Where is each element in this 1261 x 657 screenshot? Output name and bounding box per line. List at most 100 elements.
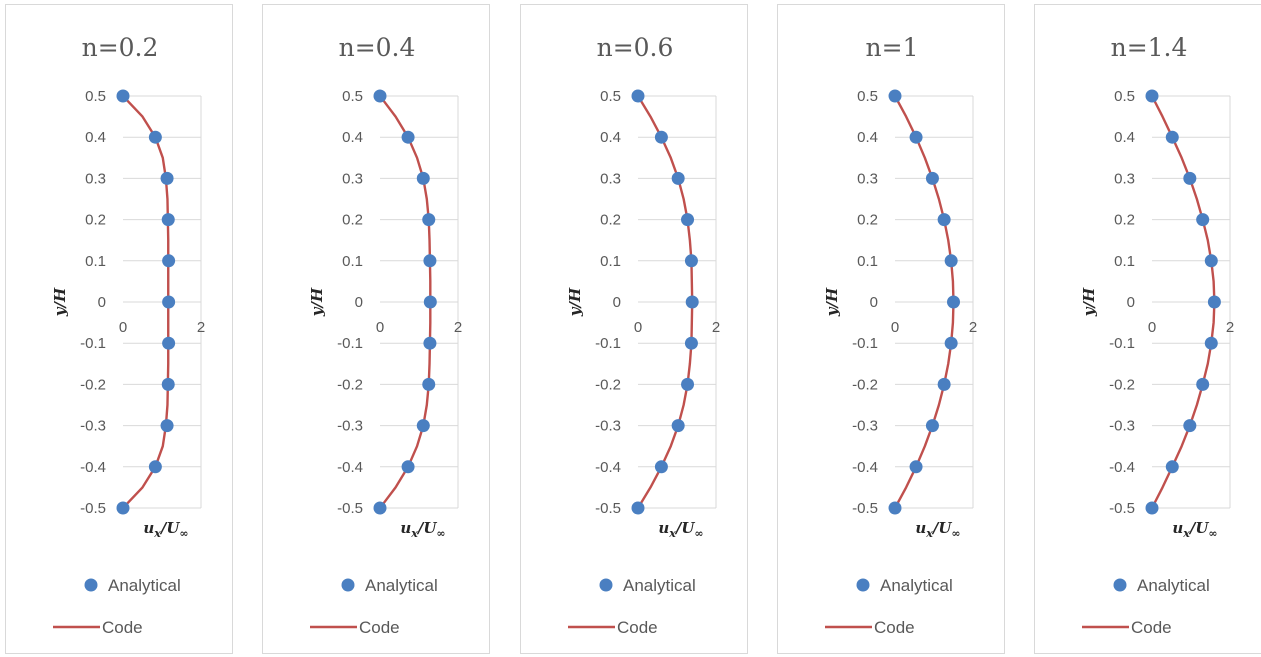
legend-code-label: Code — [874, 618, 915, 637]
chart-panel-5: n=1.4 0.5 0.4 0.3 0.2 0.1 0 -0.1 -0.2 -0.3 -0.4 -0.… — [1034, 4, 1261, 654]
analytical-point — [422, 213, 435, 226]
y-tick-label: -0.2 — [852, 376, 878, 393]
y-tick-label: -0.1 — [852, 335, 878, 352]
chart-svg: n=1 0.5 0.4 0.3 0.2 0.1 0 -0.1 -0.2 -0.3 -0.4 -0.5 0… — [778, 5, 1006, 655]
analytical-point — [417, 172, 430, 185]
analytical-point — [889, 90, 902, 103]
y-tick-label: -0.4 — [852, 459, 878, 476]
legend-analytical-marker — [857, 579, 870, 592]
y-tick-label: 0.3 — [85, 170, 106, 187]
analytical-point — [117, 502, 130, 515]
analytical-point — [162, 337, 175, 350]
chart-title: n=0.6 — [597, 33, 674, 62]
y-axis-title: y/H — [51, 287, 69, 317]
analytical-point — [685, 337, 698, 350]
y-tick-label: -0.1 — [1109, 335, 1135, 352]
x-tick-label: 0 — [634, 319, 642, 336]
chart-title: n=0.4 — [339, 33, 416, 62]
analytical-point — [926, 172, 939, 185]
y-tick-label: 0.5 — [342, 88, 363, 105]
y-tick-label: -0.5 — [595, 500, 621, 517]
analytical-point — [926, 419, 939, 432]
analytical-point — [632, 502, 645, 515]
y-tick-label: 0 — [355, 294, 363, 311]
analytical-point — [1208, 296, 1221, 309]
legend-code-label: Code — [102, 618, 143, 637]
y-tick-label: -0.4 — [80, 459, 106, 476]
y-tick-label: 0.4 — [857, 129, 878, 146]
y-tick-label: -0.1 — [80, 335, 106, 352]
y-tick-label: -0.5 — [80, 500, 106, 517]
y-tick-label: -0.4 — [1109, 459, 1135, 476]
analytical-point — [947, 296, 960, 309]
analytical-point — [655, 131, 668, 144]
chart-svg: n=0.2 0.5 0.4 0.3 0.2 0.1 0 -0.1 -0.2 -0.3 -0.4 -0.… — [6, 5, 234, 655]
y-tick-label: 0.1 — [857, 253, 878, 270]
legend-analytical-label: Analytical — [365, 576, 438, 595]
y-tick-label: -0.2 — [80, 376, 106, 393]
analytical-point — [162, 378, 175, 391]
analytical-point — [417, 419, 430, 432]
analytical-point — [402, 460, 415, 473]
analytical-point — [672, 419, 685, 432]
analytical-point — [1205, 254, 1218, 267]
y-tick-label: -0.4 — [337, 459, 363, 476]
x-tick-label: 0 — [376, 319, 384, 336]
chart-panel-3: n=0.6 0.5 0.4 0.3 0.2 0.1 0 -0.1 -0.2 -0.3 -0.4 -0.… — [520, 4, 748, 654]
y-tick-label: -0.3 — [80, 418, 106, 435]
y-tick-label: 0.4 — [85, 129, 106, 146]
y-tick-label: 0.5 — [85, 88, 106, 105]
analytical-point — [938, 378, 951, 391]
legend-code-label: Code — [1131, 618, 1172, 637]
analytical-point — [402, 131, 415, 144]
analytical-point — [655, 460, 668, 473]
analytical-point — [162, 254, 175, 267]
legend-analytical-marker — [342, 579, 355, 592]
chart-title: n=1 — [866, 33, 919, 62]
analytical-point — [161, 419, 174, 432]
analytical-point — [945, 337, 958, 350]
y-tick-label: 0.2 — [85, 212, 106, 229]
analytical-point — [1166, 131, 1179, 144]
y-tick-label: 0 — [1127, 294, 1135, 311]
x-tick-label: 2 — [712, 319, 720, 336]
analytical-point — [423, 337, 436, 350]
x-tick-label: 0 — [891, 319, 899, 336]
y-axis-title: y/H — [1080, 287, 1098, 317]
y-tick-label: 0.3 — [1114, 170, 1135, 187]
chart-title: n=0.2 — [82, 33, 159, 62]
analytical-point — [945, 254, 958, 267]
analytical-point — [681, 213, 694, 226]
chart-panel-1: n=0.2 0.5 0.4 0.3 0.2 0.1 0 -0.1 -0.2 -0.3 -0.4 -0.… — [5, 4, 233, 654]
analytical-point — [910, 460, 923, 473]
legend-code-label: Code — [617, 618, 658, 637]
analytical-point — [686, 296, 699, 309]
y-tick-label: 0.2 — [857, 212, 878, 229]
y-tick-label: -0.1 — [337, 335, 363, 352]
legend-analytical-label: Analytical — [1137, 576, 1210, 595]
x-tick-label: 2 — [454, 319, 462, 336]
legend-analytical-marker — [85, 579, 98, 592]
x-axis-title: ux/U∞ — [143, 519, 188, 540]
chart-svg: n=0.4 0.5 0.4 0.3 0.2 0.1 0 -0.1 -0.2 -0.3 -0.4 -0.… — [263, 5, 491, 655]
analytical-point — [1146, 502, 1159, 515]
analytical-point — [374, 90, 387, 103]
y-tick-label: 0.4 — [1114, 129, 1135, 146]
analytical-point — [681, 378, 694, 391]
y-tick-label: -0.5 — [1109, 500, 1135, 517]
x-axis-title: ux/U∞ — [1172, 519, 1217, 540]
y-tick-label: 0.5 — [857, 88, 878, 105]
y-tick-label: 0 — [613, 294, 621, 311]
analytical-point — [162, 296, 175, 309]
chart-panel-4: n=1 0.5 0.4 0.3 0.2 0.1 0 -0.1 -0.2 -0.3 -0.4 -0.5 0… — [777, 4, 1005, 654]
y-tick-label: 0.4 — [600, 129, 621, 146]
analytical-point — [938, 213, 951, 226]
analytical-point — [149, 460, 162, 473]
y-tick-label: 0 — [870, 294, 878, 311]
y-tick-label: -0.2 — [1109, 376, 1135, 393]
analytical-point — [374, 502, 387, 515]
y-tick-label: 0.3 — [342, 170, 363, 187]
y-tick-label: -0.2 — [595, 376, 621, 393]
x-axis-title: ux/U∞ — [915, 519, 960, 540]
y-tick-label: -0.5 — [852, 500, 878, 517]
